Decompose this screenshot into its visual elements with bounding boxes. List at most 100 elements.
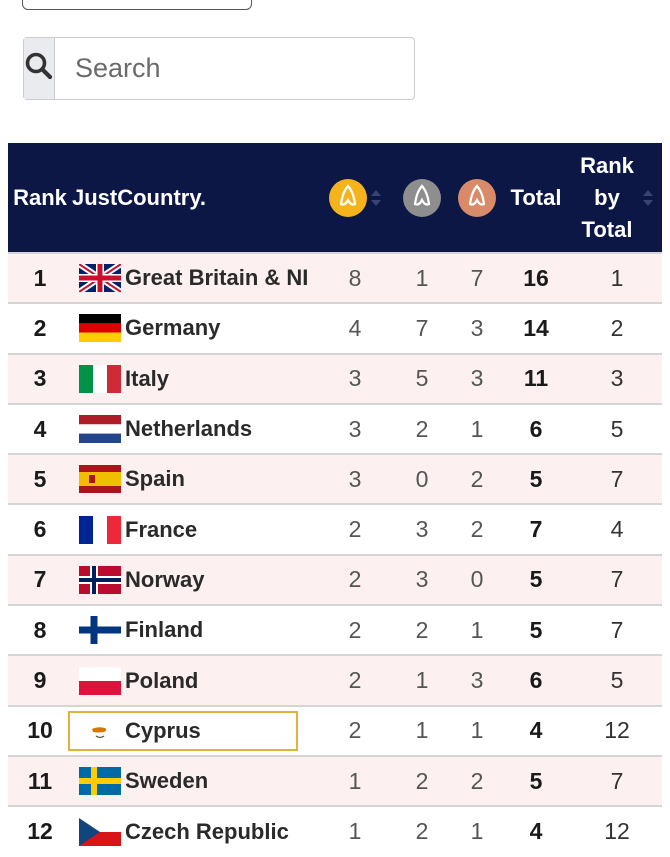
silver-count: 1 xyxy=(415,667,429,694)
country-name[interactable]: Great Britain & NI xyxy=(125,265,309,291)
search-icon xyxy=(24,51,54,86)
silver-count: 1 xyxy=(415,717,429,744)
gold-count: 2 xyxy=(348,616,362,643)
bronze-count: 1 xyxy=(470,616,484,643)
country-cell: Poland xyxy=(72,655,320,705)
bronze-medal-icon xyxy=(458,178,496,217)
country-wrapper: Great Britain & NI xyxy=(72,260,320,296)
country-wrapper: Italy xyxy=(72,361,320,397)
bronze-count: 3 xyxy=(470,667,484,694)
country-cell: Cyprus xyxy=(68,706,320,756)
country-header[interactable]: JustCountry. xyxy=(72,184,207,210)
country-cell: Norway xyxy=(72,555,320,605)
top-dropdown[interactable] xyxy=(22,0,252,10)
country-name[interactable]: Poland xyxy=(125,667,199,693)
netherlands-flag-icon xyxy=(79,415,121,444)
total-count: 5 xyxy=(529,566,543,593)
gold-count: 1 xyxy=(348,767,362,794)
table-row[interactable]: 8 Finland 2 2 1 5 7 xyxy=(8,605,662,656)
rank-cell: 3 xyxy=(33,365,47,392)
search-bar xyxy=(23,37,449,100)
table-row[interactable]: 7 Norway 2 3 0 5 7 xyxy=(8,554,662,606)
rank-cell: 4 xyxy=(33,415,47,442)
gold-count: 2 xyxy=(348,566,362,593)
country-wrapper: Netherlands xyxy=(72,411,320,447)
country-cell: Germany xyxy=(72,303,320,353)
rank-cell: 5 xyxy=(33,465,47,492)
country-name[interactable]: Czech Republic xyxy=(125,818,289,844)
gold-count: 8 xyxy=(348,264,362,291)
table-row[interactable]: 10 Cyprus 2 1 1 4 12 xyxy=(8,705,662,756)
search-input[interactable] xyxy=(55,38,449,99)
country-name[interactable]: Netherlands xyxy=(125,416,253,442)
country-name[interactable]: Spain xyxy=(125,466,185,492)
total-count: 5 xyxy=(529,767,543,794)
country-wrapper: Germany xyxy=(72,310,320,346)
silver-count: 1 xyxy=(415,264,429,291)
country-cell: Czech Republic xyxy=(72,806,320,856)
country-name[interactable]: Italy xyxy=(125,365,170,391)
bronze-count: 3 xyxy=(470,365,484,392)
country-cell: Italy xyxy=(72,354,320,404)
table-row[interactable]: 9 Poland 2 1 3 6 5 xyxy=(8,655,662,706)
table-row[interactable]: 5 Spain 3 0 2 5 7 xyxy=(8,454,662,505)
rank-cell: 6 xyxy=(33,516,47,543)
rank-by-total-cell: 7 xyxy=(610,566,624,593)
total-count: 5 xyxy=(529,616,543,643)
poland-flag-icon xyxy=(79,666,121,695)
rank-cell: 10 xyxy=(27,717,53,744)
gold-count: 2 xyxy=(348,667,362,694)
gold-medal-icon xyxy=(329,178,367,217)
bronze-count: 2 xyxy=(470,767,484,794)
country-wrapper: Norway xyxy=(72,562,320,598)
rank-by-total-header[interactable]: Rank by Total xyxy=(572,143,662,253)
rank-by-total-cell: 5 xyxy=(610,667,624,694)
country-name[interactable]: Norway xyxy=(125,566,205,592)
total-header[interactable]: Total xyxy=(510,184,562,210)
gold-count: 2 xyxy=(348,717,362,744)
silver-header[interactable] xyxy=(390,143,454,253)
italy-flag-icon xyxy=(79,364,121,393)
country-cell: Sweden xyxy=(72,756,320,806)
gold-count: 3 xyxy=(348,465,362,492)
table-row[interactable]: 2 Germany 4 7 3 14 2 xyxy=(8,303,662,354)
country-cell: Great Britain & NI xyxy=(72,253,320,303)
bronze-header[interactable] xyxy=(454,143,500,253)
country-name[interactable]: France xyxy=(125,516,198,542)
rank-cell: 7 xyxy=(33,566,47,593)
rank-cell: 8 xyxy=(33,616,47,643)
rank-by-total-cell: 4 xyxy=(610,516,624,543)
table-row[interactable]: 4 Netherlands 3 2 1 6 5 xyxy=(8,403,662,455)
country-wrapper: Spain xyxy=(72,461,320,497)
rank-by-total-cell: 7 xyxy=(610,767,624,794)
country-cell: Finland xyxy=(72,605,320,655)
country-name[interactable]: Germany xyxy=(125,315,221,341)
silver-count: 3 xyxy=(415,516,429,543)
table-row[interactable]: 1 Great Britain & NI 8 1 7 16 1 xyxy=(8,253,662,304)
country-name[interactable]: Finland xyxy=(125,617,204,643)
table-row[interactable]: 6 France 2 3 2 7 4 xyxy=(8,504,662,555)
france-flag-icon xyxy=(79,515,121,544)
silver-count: 0 xyxy=(415,465,429,492)
bronze-count: 7 xyxy=(470,264,484,291)
rank-cell: 2 xyxy=(33,314,47,341)
country-highlight[interactable]: Cyprus xyxy=(68,710,298,751)
germany-flag-icon xyxy=(79,314,121,343)
rank-by-total-cell: 1 xyxy=(610,264,624,291)
medal-table: Rank JustCountry. xyxy=(8,143,662,857)
search-button[interactable] xyxy=(24,38,55,99)
gold-header[interactable] xyxy=(320,143,390,253)
total-count: 14 xyxy=(523,314,549,341)
rank-by-total-cell: 12 xyxy=(604,818,630,845)
rank-header[interactable]: Rank xyxy=(13,184,67,210)
table-row[interactable]: 12 Czech Republic 1 2 1 4 12 xyxy=(8,806,662,857)
country-wrapper: Finland xyxy=(72,612,320,648)
finland-flag-icon xyxy=(79,616,121,645)
country-name[interactable]: Cyprus xyxy=(125,717,201,743)
country-name[interactable]: Sweden xyxy=(125,768,209,794)
bronze-count: 2 xyxy=(470,516,484,543)
table-row[interactable]: 11 Sweden 1 2 2 5 7 xyxy=(8,755,662,807)
bronze-count: 1 xyxy=(470,717,484,744)
table-row[interactable]: 3 Italy 3 5 3 11 3 xyxy=(8,353,662,404)
rank-cell: 11 xyxy=(27,767,53,794)
